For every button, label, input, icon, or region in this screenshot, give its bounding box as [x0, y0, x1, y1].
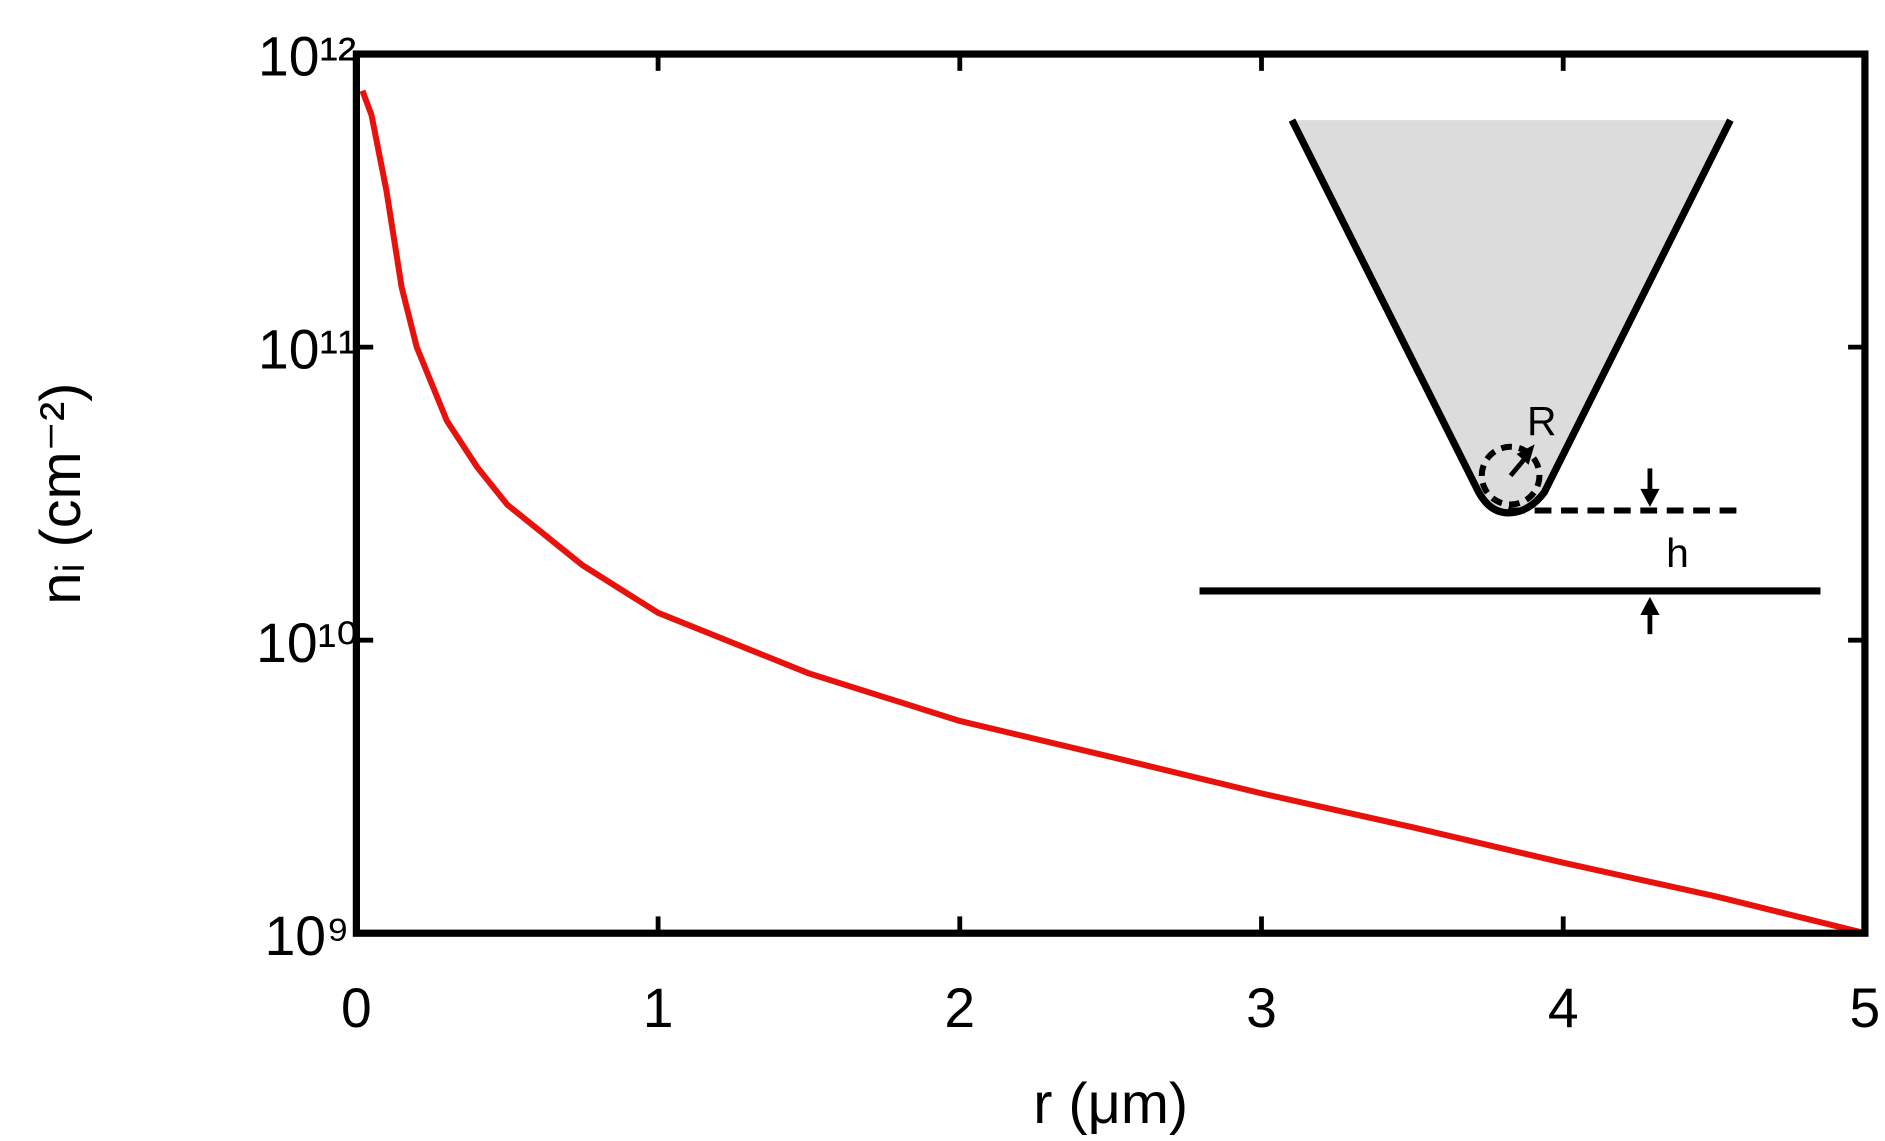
plot-frame	[352, 50, 1869, 937]
data-line	[359, 89, 1866, 937]
y-tick-label: 10⁹	[265, 905, 350, 967]
x-tick-label: 0	[341, 977, 372, 1039]
h-arrowhead-top	[1640, 488, 1660, 507]
tip-radius-circle	[1478, 443, 1543, 508]
x-tick-label: 5	[1850, 977, 1881, 1039]
x-tick-label: 4	[1548, 977, 1579, 1039]
x-tick-label: 2	[944, 977, 975, 1039]
annotation-h: h	[1666, 530, 1689, 576]
inset-diagram: R h	[1199, 118, 1821, 635]
radius-arrowhead	[1516, 444, 1535, 465]
x-tick-label: 3	[1246, 977, 1277, 1039]
y-tick-label: 10¹²	[258, 26, 356, 88]
h-arrowhead-bottom	[1640, 596, 1660, 615]
x-tick-label: 1	[643, 977, 674, 1039]
x-axis-label: r (μm)	[1033, 1072, 1188, 1136]
y-axis-label: nᵢ (cm⁻²)	[29, 383, 93, 605]
y-tick-label: 10¹⁰	[256, 612, 358, 674]
annotation-r: R	[1527, 398, 1556, 444]
tip-fill	[1292, 120, 1731, 513]
y-tick-label: 10¹¹	[258, 319, 356, 381]
